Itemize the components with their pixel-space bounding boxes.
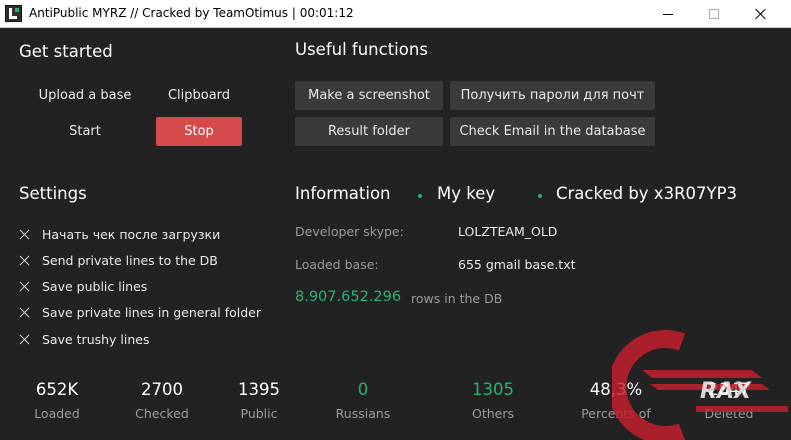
stat-russians-value: 0	[357, 380, 369, 399]
minimize-icon	[663, 14, 673, 15]
title-bar: AntiPublic MYRZ // Cracked by TeamOtimus…	[0, 0, 791, 28]
maximize-button[interactable]	[691, 0, 737, 28]
stat-others-value: 1305	[472, 380, 514, 399]
x-icon	[19, 307, 30, 318]
window-title: AntiPublic MYRZ // Cracked by TeamOtimus…	[29, 6, 354, 20]
close-button[interactable]	[737, 0, 783, 28]
developer-skype-label: Developer skype:	[295, 224, 404, 239]
x-icon	[19, 255, 30, 266]
start-button[interactable]: Start	[69, 124, 101, 139]
rows-label: rows in the DB	[411, 291, 503, 306]
clipboard-button[interactable]: Clipboard	[167, 88, 231, 103]
setting-option[interactable]: Save private lines in general folder	[19, 303, 261, 321]
logo-text: RAX	[700, 379, 752, 404]
rows-count: 8.907.652.296	[295, 289, 402, 305]
setting-option[interactable]: Save trushy lines	[19, 330, 150, 348]
setting-option[interactable]: Send private lines to the DB	[19, 251, 218, 269]
get-started-heading: Get started	[19, 42, 113, 61]
x-icon	[19, 229, 30, 240]
stat-russians-label: Russians	[335, 406, 391, 421]
stat-loaded-label: Loaded	[34, 406, 80, 421]
stat-others-label: Others	[471, 406, 514, 421]
loaded-base-value: 655 gmail base.txt	[458, 257, 576, 272]
upload-base-button[interactable]: Upload a base	[38, 88, 132, 103]
loaded-base-label: Loaded base:	[295, 257, 379, 272]
make-screenshot-button[interactable]: Make a screenshot	[295, 81, 443, 110]
get-passwords-button[interactable]: Получить пароли для почт	[450, 81, 655, 110]
crax-logo: RAX	[612, 330, 788, 440]
minimize-button[interactable]	[645, 0, 691, 28]
setting-option[interactable]: Save public lines	[19, 277, 147, 295]
cracked-by-label: Cracked by x3R07YP3	[556, 184, 738, 203]
bullet-dot-icon	[538, 194, 542, 198]
app-icon	[5, 5, 22, 22]
x-icon	[19, 281, 30, 292]
stat-public-label: Public	[240, 406, 278, 421]
result-folder-button[interactable]: Result folder	[295, 117, 443, 146]
stat-loaded-value: 652K	[35, 380, 79, 399]
stop-button[interactable]: Stop	[156, 117, 242, 146]
x-icon	[19, 334, 30, 345]
stat-checked-label: Checked	[135, 406, 189, 421]
settings-heading: Settings	[19, 184, 87, 203]
stat-public-value: 1395	[238, 380, 280, 399]
setting-option[interactable]: Начать чек после загрузки	[19, 225, 220, 243]
useful-functions-heading: Useful functions	[295, 40, 428, 59]
information-heading: Information	[295, 184, 391, 203]
maximize-icon	[709, 9, 719, 19]
stat-checked-value: 2700	[141, 380, 183, 399]
bullet-dot-icon	[418, 194, 422, 198]
my-key-link[interactable]: My key	[437, 184, 496, 203]
developer-skype-value: LOLZTEAM_OLD	[458, 224, 558, 239]
check-email-button[interactable]: Check Email in the database	[450, 117, 655, 146]
